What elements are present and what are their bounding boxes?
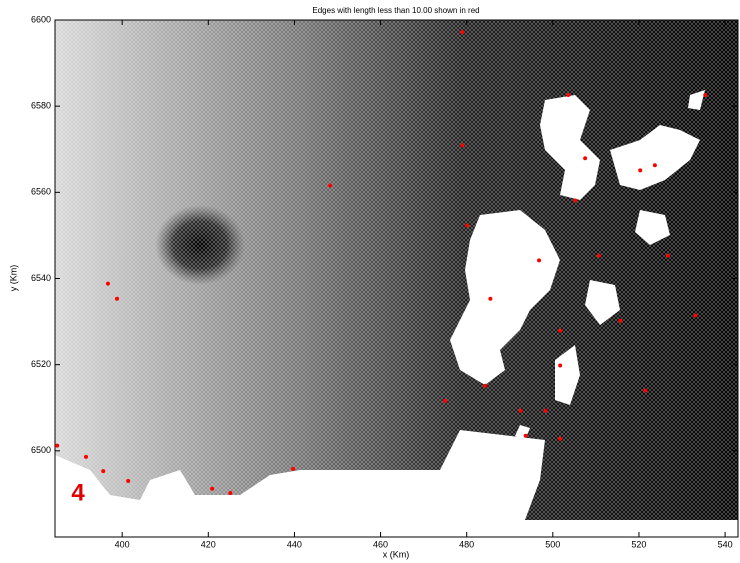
x-tick-label: 500	[545, 539, 560, 549]
annotation: 4	[71, 479, 85, 506]
point	[126, 479, 130, 483]
point	[558, 364, 562, 368]
point	[583, 156, 587, 160]
x-tick-label: 440	[287, 539, 302, 549]
point	[519, 409, 523, 413]
x-axis-label: x (Km)	[383, 549, 410, 559]
point	[101, 469, 105, 473]
x-tick-label: 460	[373, 539, 388, 549]
point	[653, 163, 657, 167]
x-tick-label: 420	[201, 539, 216, 549]
x-tick-label: 540	[718, 539, 733, 549]
chart: Edges with length less than 10.00 shown …	[0, 0, 740, 563]
point	[566, 93, 570, 97]
y-tick-label: 6600	[31, 14, 51, 24]
point	[84, 455, 88, 459]
point	[55, 444, 59, 448]
point	[106, 282, 110, 286]
point	[483, 384, 487, 388]
x-tick-label: 480	[459, 539, 474, 549]
y-tick-label: 6520	[31, 359, 51, 369]
point	[228, 491, 232, 495]
y-tick-label: 6580	[31, 101, 51, 111]
point	[443, 399, 447, 403]
point	[328, 183, 332, 187]
point	[666, 254, 670, 258]
point	[638, 168, 642, 172]
y-tick-label: 6540	[31, 273, 51, 283]
point	[597, 254, 601, 258]
point	[537, 258, 541, 262]
point	[558, 329, 562, 333]
point	[115, 297, 119, 301]
mesh	[55, 20, 738, 520]
point	[291, 467, 295, 471]
point	[488, 297, 492, 301]
x-tick-label: 520	[631, 539, 646, 549]
point	[558, 437, 562, 441]
x-tick-label: 400	[115, 539, 130, 549]
point	[693, 314, 697, 318]
point	[460, 143, 464, 147]
point	[703, 93, 707, 97]
point	[618, 319, 622, 323]
y-axis-label: y (Km)	[8, 265, 18, 292]
point	[210, 487, 214, 491]
point	[460, 30, 464, 34]
y-tick-label: 6560	[31, 187, 51, 197]
chart-title: Edges with length less than 10.00 shown …	[312, 6, 479, 15]
y-tick-label: 6500	[31, 445, 51, 455]
point	[524, 434, 528, 438]
point	[544, 409, 548, 413]
point	[573, 199, 577, 203]
point	[643, 389, 647, 393]
point	[465, 224, 469, 228]
